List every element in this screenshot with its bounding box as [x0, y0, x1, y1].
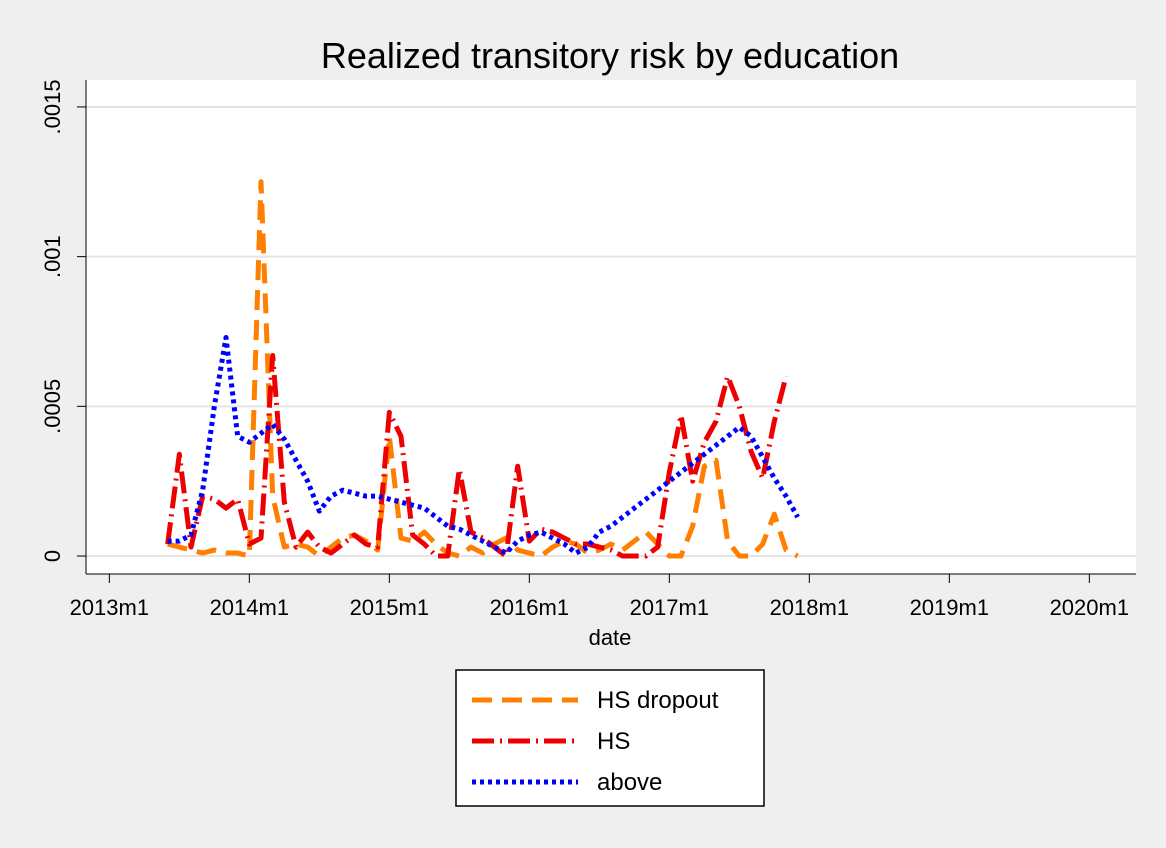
x-tick-label: 2014m1 — [210, 595, 290, 620]
series-line-hs-dropout — [167, 179, 799, 559]
y-tick-label: .001 — [40, 235, 65, 278]
legend-label: HS — [597, 728, 630, 755]
x-tick-label: 2017m1 — [630, 595, 710, 620]
legend-label: HS dropout — [597, 687, 719, 714]
series-line-hs — [165, 352, 789, 559]
legend: HS dropout HS above — [455, 669, 765, 807]
x-tick-label: 2015m1 — [350, 595, 430, 620]
plot-area — [86, 80, 1136, 574]
series-line-above — [167, 334, 800, 556]
x-tick-label: 2016m1 — [490, 595, 570, 620]
x-tick-label: 2019m1 — [910, 595, 990, 620]
axes — [85, 80, 1136, 575]
y-tick-label: .0015 — [40, 79, 65, 134]
x-axis-title: date — [589, 625, 632, 650]
y-tick-label: 0 — [40, 550, 65, 562]
x-tick-label: 2013m1 — [70, 595, 150, 620]
legend-label: above — [597, 769, 662, 796]
tick-labels: 0 .0005 .001 .0015 2013m1 2014m1 2015m1 2016m1 2… — [40, 79, 1129, 620]
chart-title: Realized transitory risk by education — [321, 35, 899, 76]
y-tick-label: .0005 — [40, 379, 65, 434]
series-lines — [165, 179, 800, 559]
x-tick-label: 2018m1 — [770, 595, 850, 620]
gridlines — [86, 105, 1136, 558]
x-tick-label: 2020m1 — [1050, 595, 1130, 620]
